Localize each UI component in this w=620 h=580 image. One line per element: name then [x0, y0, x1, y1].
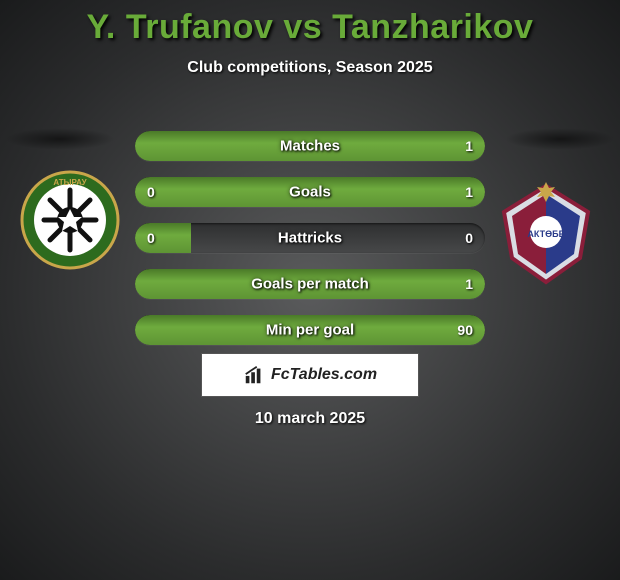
stat-label: Hattricks [278, 230, 342, 247]
stat-label: Goals per match [251, 276, 369, 293]
stat-bar-right [191, 177, 485, 207]
stat-value-right: 0 [465, 230, 473, 246]
stat-value-right: 90 [457, 322, 473, 338]
stat-value-right: 1 [465, 184, 473, 200]
stat-row: 0 1 Goals [135, 177, 485, 207]
stat-row: 90 Min per goal [135, 315, 485, 345]
logo-text: FcTables.com [271, 366, 377, 384]
page-title: Y. Trufanov vs Tanzharikov [0, 0, 620, 47]
stat-rows: 1 Matches 0 1 Goals 0 0 Hattricks 1 Goals per mat… [0, 131, 620, 345]
stat-row: 1 Goals per match [135, 269, 485, 299]
chart-icon [243, 364, 265, 386]
stat-label: Min per goal [266, 322, 354, 339]
stat-value-left: 0 [147, 230, 155, 246]
stat-label: Goals [289, 184, 331, 201]
comparison-date: 10 march 2025 [0, 410, 620, 428]
stat-value-left: 0 [147, 184, 155, 200]
page-subtitle: Club competitions, Season 2025 [0, 59, 620, 77]
fctables-logo[interactable]: FcTables.com [201, 353, 419, 397]
stat-row: 1 Matches [135, 131, 485, 161]
stat-row: 0 0 Hattricks [135, 223, 485, 253]
stat-value-right: 1 [465, 138, 473, 154]
stat-bar-left [135, 223, 191, 253]
stat-bar-left [135, 177, 191, 207]
stat-label: Matches [280, 138, 340, 155]
stat-value-right: 1 [465, 276, 473, 292]
